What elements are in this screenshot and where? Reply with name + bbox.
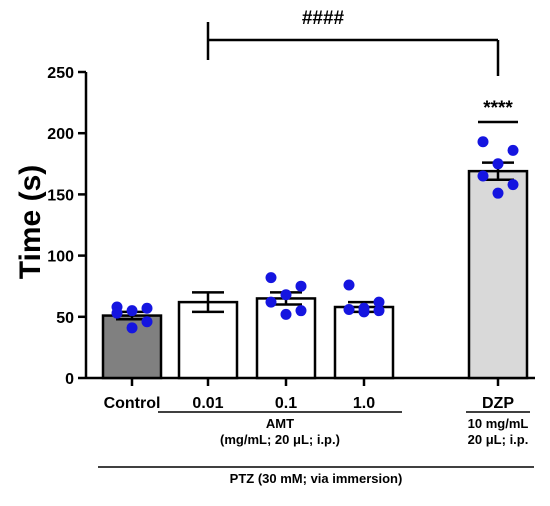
group-label-1-1: 20 μL; i.p.	[468, 432, 529, 447]
data-point	[477, 170, 489, 182]
data-point	[280, 308, 292, 320]
x-tick-label-3: 1.0	[353, 395, 375, 412]
data-point	[477, 136, 489, 148]
data-point	[265, 296, 277, 308]
y-tick-label: 100	[47, 249, 74, 266]
y-tick-label: 50	[56, 310, 74, 327]
bars	[101, 169, 529, 380]
data-points	[111, 136, 519, 334]
data-point	[507, 144, 519, 156]
bar-4	[467, 169, 529, 380]
y-tick-label: 250	[47, 65, 74, 82]
data-point	[343, 303, 355, 315]
data-point	[126, 305, 138, 317]
data-point	[126, 322, 138, 334]
data-point	[507, 179, 519, 191]
group-label-0-0: AMT	[266, 416, 294, 431]
data-point	[141, 316, 153, 328]
data-point	[373, 305, 385, 317]
x-tick-label-1: 0.01	[192, 395, 223, 412]
data-point	[373, 296, 385, 308]
x-tick-labels: Control 0.01 0.1 1.0 DZP	[104, 378, 514, 412]
x-tick-label-2: 0.1	[275, 395, 297, 412]
data-point	[111, 307, 123, 319]
x-tick-label-4: DZP	[482, 395, 514, 412]
y-axis-label: Time (s)	[14, 165, 47, 279]
y-tick-label: 0	[65, 371, 74, 388]
bar-3	[333, 305, 395, 380]
y-tick-label: 150	[47, 187, 74, 204]
significance-stars: ****	[483, 98, 513, 119]
data-point	[492, 187, 504, 199]
group-label-0-1: (mg/mL; 20 μL; i.p.)	[220, 432, 340, 447]
data-point	[265, 272, 277, 284]
group-label-2-0: PTZ (30 mM; via immersion)	[230, 471, 403, 486]
x-tick-label-0: Control	[104, 395, 161, 412]
data-point	[295, 280, 307, 292]
error-bars	[116, 161, 514, 321]
data-point	[280, 289, 292, 301]
significance-annotations: #### ****	[206, 8, 518, 124]
bar-1	[177, 300, 239, 380]
y-tick-label: 200	[47, 126, 74, 143]
data-point	[343, 279, 355, 291]
significance-hash: ####	[302, 8, 345, 29]
group-label-1-0: 10 mg/mL	[468, 416, 529, 431]
data-point	[358, 306, 370, 318]
data-point	[141, 302, 153, 314]
data-point	[295, 305, 307, 317]
data-point	[492, 158, 504, 170]
